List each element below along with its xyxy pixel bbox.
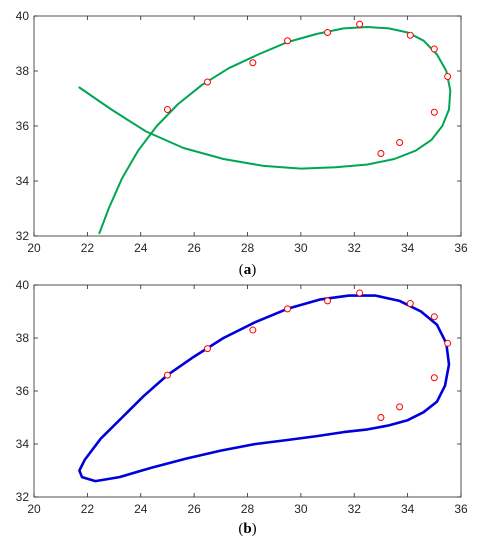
data-point bbox=[406, 31, 414, 39]
x-tick-label: 36 bbox=[454, 502, 468, 516]
data-point bbox=[430, 313, 438, 321]
data-point bbox=[249, 59, 257, 67]
x-tick-label: 28 bbox=[241, 502, 255, 516]
data-point bbox=[249, 326, 257, 334]
panel-caption: (a) bbox=[239, 262, 257, 278]
data-point bbox=[377, 150, 385, 157]
panel-caption: (b) bbox=[238, 521, 256, 537]
data-point bbox=[396, 139, 404, 146]
data-point bbox=[356, 20, 364, 28]
x-tick-label: 34 bbox=[401, 241, 415, 255]
data-point bbox=[203, 345, 211, 353]
y-tick-label: 36 bbox=[16, 119, 30, 133]
x-tick-label: 26 bbox=[187, 502, 201, 516]
x-tick-label: 20 bbox=[27, 241, 41, 255]
data-point bbox=[430, 374, 438, 382]
x-tick-label: 30 bbox=[294, 502, 308, 516]
y-tick-label: 34 bbox=[16, 174, 30, 188]
series-line bbox=[78, 26, 452, 235]
x-tick-label: 30 bbox=[294, 241, 308, 255]
x-tick-label: 22 bbox=[81, 241, 95, 255]
x-tick-label: 20 bbox=[27, 502, 41, 516]
y-tick-label: 32 bbox=[16, 229, 30, 243]
panel-caption-letter: a bbox=[244, 262, 252, 278]
x-tick-label: 36 bbox=[454, 241, 468, 255]
y-tick-label: 36 bbox=[16, 384, 30, 398]
data-point bbox=[444, 339, 452, 347]
data-point bbox=[396, 403, 404, 411]
chart-panel-b: 20 22 24 26 28 30 32 34 36 32 34 36 38 40 (b) bbox=[16, 278, 468, 537]
data-point bbox=[324, 29, 332, 36]
x-tick-label: 22 bbox=[81, 502, 95, 516]
data-point bbox=[284, 37, 292, 45]
y-tick-label: 34 bbox=[16, 437, 30, 451]
x-tick-label: 34 bbox=[401, 502, 415, 516]
x-tick-label: 32 bbox=[348, 241, 362, 255]
y-tick-label: 38 bbox=[16, 331, 30, 345]
x-tick-label: 28 bbox=[241, 241, 255, 255]
plot-area bbox=[33, 15, 462, 237]
y-tick-label: 40 bbox=[16, 278, 30, 292]
data-point bbox=[430, 108, 438, 116]
y-tick-label: 40 bbox=[16, 9, 30, 23]
x-tick-label: 32 bbox=[348, 502, 362, 516]
data-point bbox=[406, 300, 414, 308]
plot-area bbox=[33, 284, 462, 498]
data-point bbox=[444, 73, 452, 80]
x-tick-label: 24 bbox=[134, 502, 148, 516]
x-tick-label: 24 bbox=[134, 241, 148, 255]
data-point bbox=[324, 297, 332, 305]
y-tick-label: 38 bbox=[16, 64, 30, 78]
chart-panel-a: 20 22 24 26 28 30 32 34 36 32 34 36 38 40 (a) bbox=[16, 9, 468, 278]
data-point bbox=[163, 106, 171, 113]
x-tick-label: 26 bbox=[187, 241, 201, 255]
y-tick-label: 32 bbox=[16, 490, 30, 504]
data-point bbox=[284, 305, 292, 313]
panel-caption-letter: b bbox=[243, 521, 251, 537]
data-point bbox=[356, 289, 364, 297]
data-point bbox=[203, 78, 211, 86]
series-line bbox=[78, 294, 451, 483]
data-point bbox=[430, 45, 438, 53]
data-point bbox=[163, 371, 171, 379]
data-point bbox=[377, 414, 385, 421]
